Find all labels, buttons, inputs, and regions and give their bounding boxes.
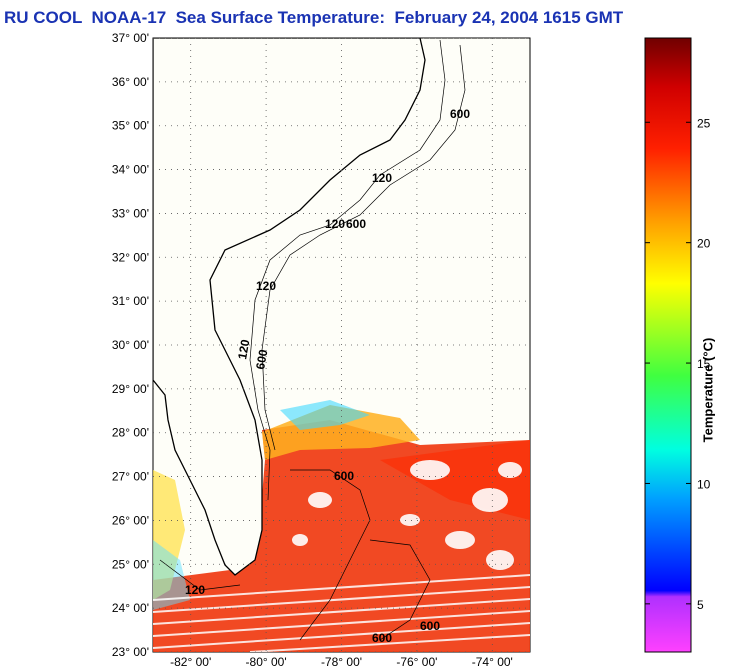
contour-label: 120 [256,279,276,293]
colorbar-tick-label: 20 [697,237,711,251]
lon-tick-label: -74° 00' [472,655,513,669]
contour-label: 600 [372,631,392,645]
lat-tick-label: 23° 00' [112,645,149,659]
contour-label: 120 [325,217,345,231]
lat-tick-label: 35° 00' [112,119,149,133]
lon-tick-label: -76° 00' [396,655,437,669]
land-mass [153,38,426,576]
lat-tick-label: 29° 00' [112,382,149,396]
lat-tick-label: 34° 00' [112,163,149,177]
contour-label: 120 [185,583,205,597]
colorbar-label: Temperature (°C) [700,337,716,443]
colorbar-tick-label: 5 [697,598,704,612]
colorbar [644,37,692,653]
lat-tick-label: 37° 00' [112,31,149,45]
map-grid [153,38,530,652]
contour-label: 600 [334,469,354,483]
lat-tick-label: 25° 00' [112,557,149,571]
colorbar-tick-label: 10 [697,477,711,491]
lon-tick-label: -80° 00' [246,655,287,669]
lon-tick-label: -82° 00' [170,655,211,669]
contour-label-group: 120 600 120 600 120 600 120 600 120 600 … [185,107,470,645]
latitude-labels: 37° 00' 36° 00' 35° 00' 34° 00' 33° 00' 32° 0… [112,31,149,659]
colorbar-ticks: 5 10 15 20 25 [645,116,711,612]
contour-label: 600 [450,107,470,121]
contour-label: 600 [346,217,366,231]
contour-label: 120 [372,171,392,185]
lat-tick-label: 33° 00' [112,206,149,220]
bathymetry-contours [159,39,466,641]
lat-tick-label: 30° 00' [112,338,149,352]
contour-label: 120 [235,338,252,360]
lat-tick-label: 32° 00' [112,250,149,264]
lat-tick-label: 28° 00' [112,426,149,440]
colorbar-tick-label: 15 [697,357,711,371]
contour-label: 600 [420,619,440,633]
colorbar-tick-label: 25 [697,116,711,130]
longitude-labels: -82° 00' -80° 00' -78° 00' -76° 00' -74° 00' [170,655,513,669]
map-title: RU COOL NOAA-17 Sea Surface Temperature:… [4,8,624,27]
lat-tick-label: 24° 00' [112,601,149,615]
lat-tick-label: 36° 00' [112,75,149,89]
lat-tick-label: 26° 00' [112,513,149,527]
lon-tick-label: -78° 00' [321,655,362,669]
lat-tick-label: 31° 00' [112,294,149,308]
contour-label: 600 [253,348,270,370]
lat-tick-label: 27° 00' [112,470,149,484]
